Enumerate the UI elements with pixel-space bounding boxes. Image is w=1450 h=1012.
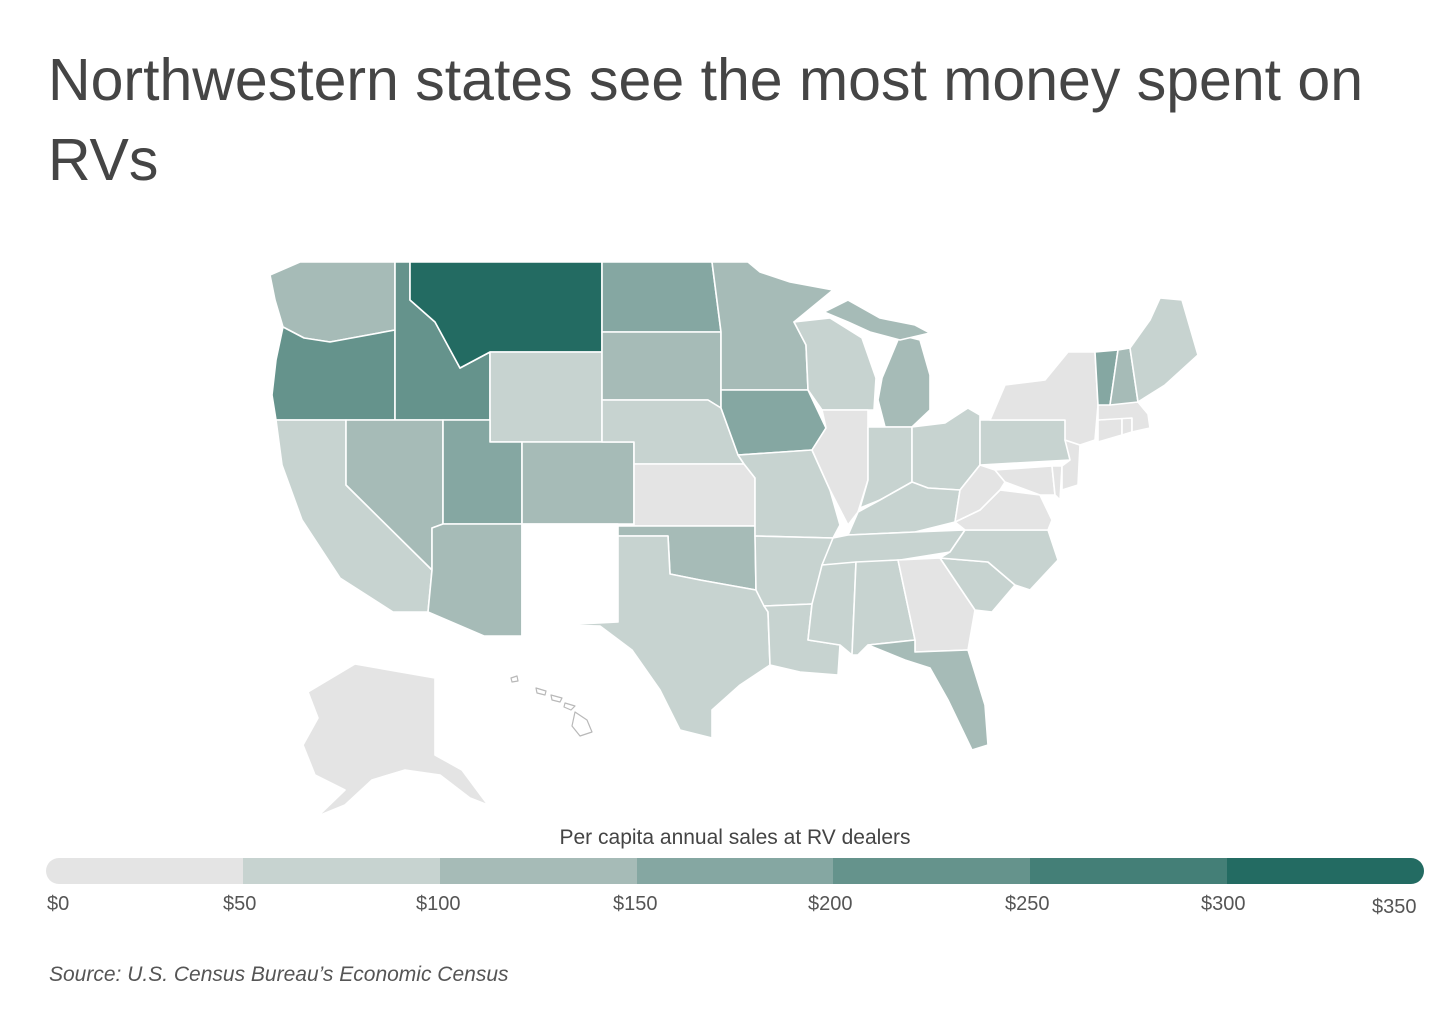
- state-texas[interactable]: [559, 535, 771, 739]
- legend-swatch-150-200: [636, 858, 834, 884]
- state-alaska[interactable]: [302, 663, 489, 817]
- legend-tick: $100: [416, 893, 461, 915]
- legend-tick: $250: [1005, 893, 1050, 915]
- legend-tick: $350: [1372, 896, 1417, 918]
- state-michigan-upper[interactable]: [823, 299, 931, 341]
- legend-swatch-100-150: [439, 858, 637, 884]
- state-connecticut[interactable]: [1097, 417, 1123, 443]
- state-delaware[interactable]: [1051, 465, 1063, 501]
- state-colorado[interactable]: [521, 441, 635, 525]
- state-hawaii[interactable]: [510, 675, 593, 737]
- legend-title: Per capita annual sales at RV dealers: [559, 826, 911, 849]
- source-note: Source: U.S. Census Bureau’s Economic Ce…: [49, 963, 509, 986]
- legend-tick: $50: [223, 893, 257, 915]
- state-wyoming[interactable]: [489, 351, 603, 443]
- legend-tick: $200: [808, 893, 853, 915]
- state-rhode-island[interactable]: [1121, 417, 1133, 436]
- state-south-dakota[interactable]: [601, 331, 722, 409]
- state-michigan[interactable]: [877, 334, 931, 428]
- chart-title: Northwestern states see the most money s…: [48, 47, 1364, 193]
- legend-swatch-250-300: [1030, 858, 1228, 884]
- state-massachusetts[interactable]: [1097, 401, 1151, 433]
- legend-tick: $150: [613, 893, 658, 915]
- state-oregon[interactable]: [271, 326, 396, 421]
- state-wisconsin[interactable]: [793, 317, 877, 411]
- state-maine[interactable]: [1129, 297, 1199, 403]
- color-scale-bar: [46, 858, 1424, 884]
- state-florida[interactable]: [867, 639, 989, 751]
- legend-swatch-200-250: [833, 858, 1031, 884]
- state-arizona[interactable]: [427, 523, 523, 637]
- state-kansas[interactable]: [633, 463, 756, 527]
- legend-tick: $0: [47, 893, 70, 915]
- legend-tick: $300: [1201, 893, 1246, 915]
- state-new-mexico[interactable]: [521, 523, 619, 637]
- legend-swatch-0-50: [46, 858, 243, 884]
- state-maryland[interactable]: [994, 465, 1056, 496]
- state-west-virginia[interactable]: [954, 464, 1006, 523]
- legend-swatch-50-100: [242, 858, 440, 884]
- legend-swatch-300-350: [1227, 858, 1424, 884]
- state-pennsylvania[interactable]: [979, 419, 1071, 466]
- state-north-dakota[interactable]: [601, 261, 722, 333]
- state-iowa[interactable]: [720, 389, 827, 456]
